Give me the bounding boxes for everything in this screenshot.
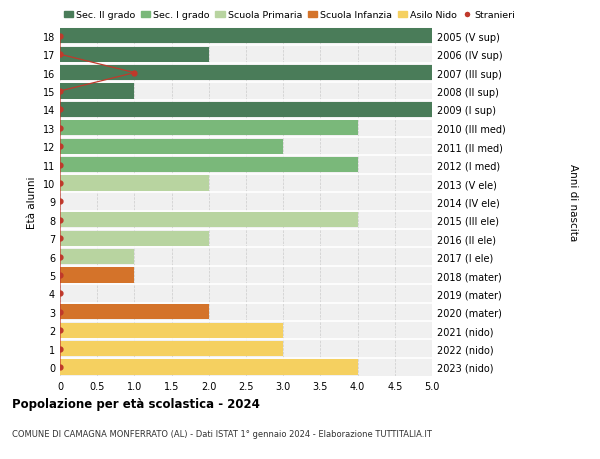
Bar	[60, 66, 432, 81]
Bar	[60, 268, 134, 283]
Bar	[60, 231, 209, 246]
Bar	[60, 103, 432, 118]
Bar	[60, 176, 209, 191]
Bar	[60, 140, 283, 154]
Bar	[60, 213, 358, 228]
Bar	[60, 305, 209, 319]
Legend: Sec. II grado, Sec. I grado, Scuola Primaria, Scuola Infanzia, Asilo Nido, Stran: Sec. II grado, Sec. I grado, Scuola Prim…	[60, 7, 520, 24]
Bar	[60, 250, 134, 264]
Y-axis label: Anni di nascita: Anni di nascita	[568, 163, 578, 241]
Text: Popolazione per età scolastica - 2024: Popolazione per età scolastica - 2024	[12, 397, 260, 410]
Bar	[60, 29, 432, 44]
Bar	[60, 360, 358, 375]
Bar	[60, 158, 358, 173]
Bar	[60, 48, 209, 62]
Bar	[60, 84, 134, 99]
Bar	[60, 341, 283, 356]
Bar	[60, 323, 283, 338]
Text: COMUNE DI CAMAGNA MONFERRATO (AL) - Dati ISTAT 1° gennaio 2024 - Elaborazione TU: COMUNE DI CAMAGNA MONFERRATO (AL) - Dati…	[12, 429, 432, 438]
Bar	[60, 121, 358, 136]
Y-axis label: Età alunni: Età alunni	[27, 176, 37, 228]
